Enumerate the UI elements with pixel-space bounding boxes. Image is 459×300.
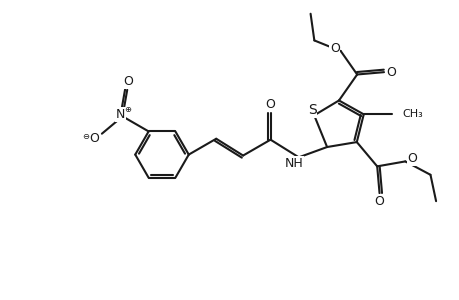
Text: O: O — [406, 152, 416, 165]
Text: O: O — [265, 98, 275, 111]
Text: O: O — [123, 75, 133, 88]
Text: ⊖: ⊖ — [82, 132, 90, 141]
Text: O: O — [374, 195, 384, 208]
Text: CH₃: CH₃ — [401, 109, 422, 119]
Text: NH: NH — [284, 157, 302, 170]
Text: ⊕: ⊕ — [124, 105, 131, 114]
Text: N: N — [116, 108, 125, 121]
Text: O: O — [329, 42, 339, 55]
Text: O: O — [89, 132, 99, 145]
Text: O: O — [385, 66, 395, 79]
Text: S: S — [307, 103, 316, 117]
